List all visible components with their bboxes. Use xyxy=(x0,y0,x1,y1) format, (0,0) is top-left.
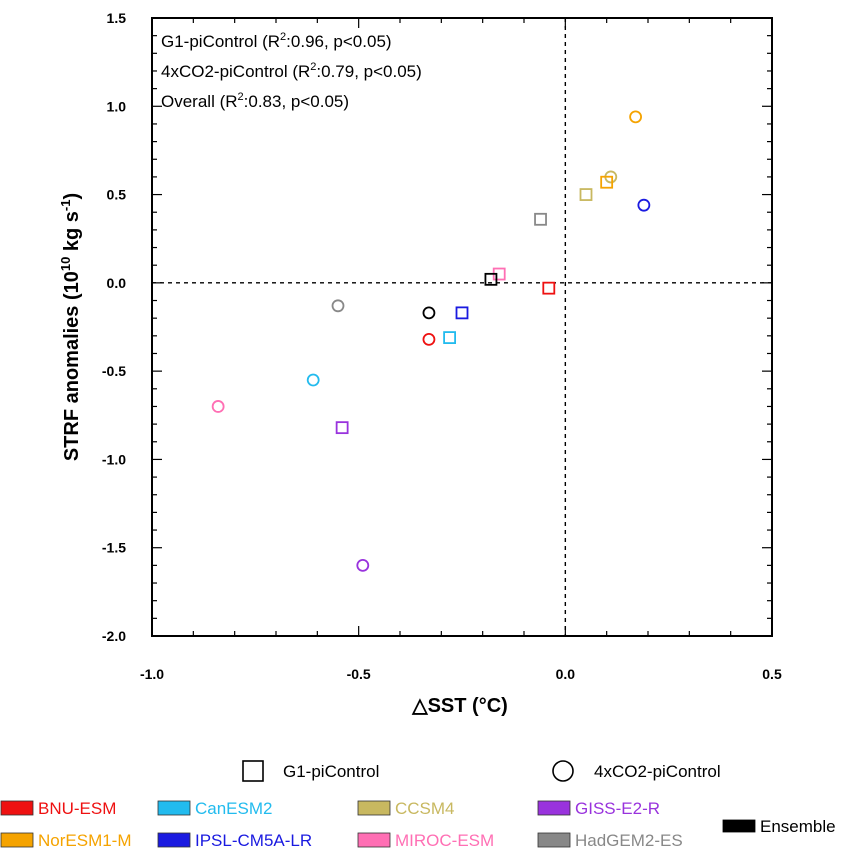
g1-point-canesm2 xyxy=(443,331,457,344)
y-axis-title: STRF anomalies (1010 kg s-1) xyxy=(58,193,83,461)
y-tick-label: -1.0 xyxy=(102,451,126,467)
legend-label-hadgem2-es: HadGEM2-ES xyxy=(575,831,683,850)
x-tick-label: 0.0 xyxy=(556,666,576,682)
legend-label-noresm1-m: NorESM1-M xyxy=(38,831,132,850)
legend-swatch-giss-e2-r xyxy=(537,800,571,816)
legend-label-miroc-esm: MIROC-ESM xyxy=(395,831,494,850)
stat-line-overall: Overall (R2:0.83, p<0.05) xyxy=(161,91,349,111)
co2-point-canesm2 xyxy=(306,373,320,387)
y-tick-label: 0.0 xyxy=(107,275,127,291)
stat-line-g1: G1-piControl (R2:0.96, p<0.05) xyxy=(161,31,392,51)
data-points xyxy=(211,110,651,572)
co2-point-noresm1-m xyxy=(629,110,642,124)
legend-label-ccsm4: CCSM4 xyxy=(395,799,455,818)
g1-point-noresm1-m xyxy=(600,175,614,189)
g1-point-ccsm4 xyxy=(579,188,593,201)
g1-point-ipsl-cm5a-lr xyxy=(455,306,469,320)
legend-label-canesm2: CanESM2 xyxy=(195,799,272,818)
y-tick-label: 1.0 xyxy=(107,98,127,114)
y-tick-label: 1.5 xyxy=(107,10,127,26)
co2-point-ensemble xyxy=(422,306,436,320)
legend-swatch-ensemble xyxy=(722,819,756,833)
legend-swatch-bnu-esm xyxy=(0,800,34,816)
legend-square-marker xyxy=(242,760,264,782)
x-tick-label: -0.5 xyxy=(347,666,371,682)
legend-label-giss-e2-r: GISS-E2-R xyxy=(575,799,660,818)
x-tick-label: 0.5 xyxy=(762,666,782,682)
axis-ticks: -1.0 -0.5 0.0 0.5 -2.0 -1.5 -1.0 -0.5 0.0 0.5 1.0 1… xyxy=(102,10,782,682)
y-tick-label: -0.5 xyxy=(102,363,126,379)
x-axis-title: △SST (°C) xyxy=(411,695,508,717)
plot-frame xyxy=(151,17,773,637)
legend-swatch-miroc-esm xyxy=(357,832,391,848)
legend-circle-marker xyxy=(552,760,574,782)
legend-swatch-noresm1-m xyxy=(0,832,34,848)
stat-line-4xco2: 4xCO2-piControl (R2:0.79, p<0.05) xyxy=(161,61,422,81)
co2-point-bnu-esm xyxy=(422,332,436,346)
legend-swatch-hadgem2-es xyxy=(537,832,571,848)
g1-point-bnu-esm xyxy=(542,281,556,295)
g1-point-giss-e2-r xyxy=(335,421,349,435)
legend-label-ensemble: Ensemble xyxy=(760,817,836,836)
legend-label-ipsl-cm5a-lr: IPSL-CM5A-LR xyxy=(195,831,312,850)
legend-swatch-ipsl-cm5a-lr xyxy=(157,832,191,848)
legend-label-bnu-esm: BNU-ESM xyxy=(38,799,116,818)
model-legend: BNU-ESM CanESM2 CCSM4 GISS-E2-R NorESM1-M IPS… xyxy=(0,799,836,850)
legend-swatch-canesm2 xyxy=(157,800,191,816)
co2-point-hadgem2-es xyxy=(331,299,345,313)
co2-point-miroc-esm xyxy=(211,400,225,413)
marker-legend: G1-piControl 4xCO2-piControl xyxy=(242,760,721,782)
y-tick-label: -1.5 xyxy=(102,540,126,556)
legend-square-label: G1-piControl xyxy=(283,762,379,781)
legend-circle-label: 4xCO2-piControl xyxy=(594,762,721,781)
stats-annotation: G1-piControl (R2:0.96, p<0.05) 4xCO2-piC… xyxy=(161,31,422,111)
legend-swatch-ccsm4 xyxy=(357,800,391,816)
x-tick-label: -1.0 xyxy=(140,666,164,682)
g1-point-hadgem2-es xyxy=(534,212,547,226)
g1-point-ensemble xyxy=(484,272,498,286)
reference-lines xyxy=(152,18,772,636)
co2-point-giss-e2-r xyxy=(356,558,370,572)
y-tick-label: 0.5 xyxy=(107,187,127,203)
co2-point-ipsl-cm5a-lr xyxy=(637,198,651,212)
y-tick-label: -2.0 xyxy=(102,628,126,644)
